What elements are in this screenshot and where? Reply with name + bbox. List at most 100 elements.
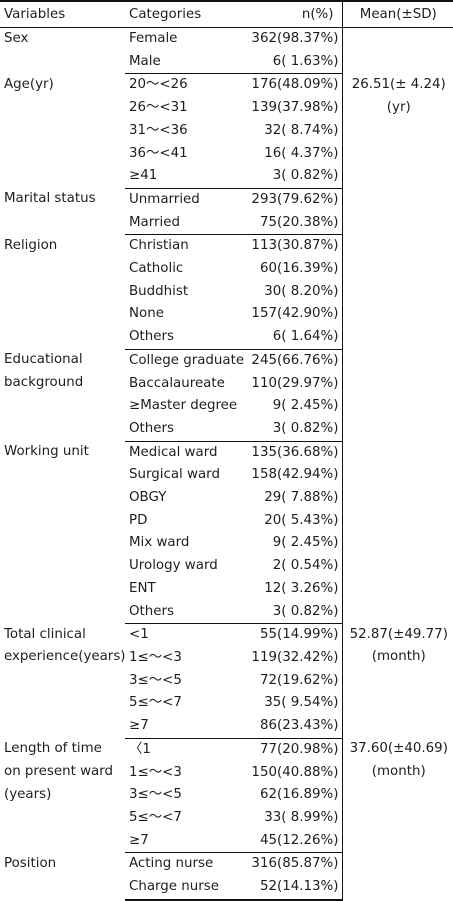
count-percent-cell: 6( 1.63%) [246, 50, 342, 75]
table-row: Working unit Medical ward 135(36.68%) [0, 441, 453, 624]
variable-label: Age(yr) [4, 76, 54, 92]
table-row: ≥7 86(23.43%) [0, 715, 453, 739]
table-row: Age(yr) 20～<26 176(48.09%) 26.51(± 4.24) (yr… [0, 73, 453, 189]
variable-cell: Age(yr) [0, 74, 125, 189]
count-percent-cell: 72(19.62%) [259, 672, 339, 688]
variable-label: Sex [4, 31, 29, 46]
variable-label: Position [4, 855, 57, 871]
count-percent-cell: 119(32.42%) [251, 649, 339, 665]
category-cell: 3≤～<5 [129, 787, 182, 803]
count-percent-cell: 135(36.68%) [251, 444, 339, 460]
variable-label: Total clinical [4, 626, 86, 642]
table-row: ≥41 3( 0.82%) [0, 165, 453, 189]
table-row: 5≤～<7 35( 9.54%) [0, 692, 453, 715]
category-cell: 3≤～<5 [129, 672, 182, 688]
count-percent-cell: 245(66.76%) [251, 352, 339, 368]
category-cell: <1 [129, 627, 149, 643]
variable-cell: Total clinical experience(years) [0, 624, 126, 739]
table-row: Surgical ward 158(42.94%) [0, 464, 453, 487]
count-percent-cell: 176(48.09%) [251, 77, 339, 93]
category-cell: Catholic [129, 261, 184, 277]
category-cell: College graduate [129, 352, 245, 368]
variable-cell: Educational background [0, 349, 125, 441]
variable-cell: Religion [0, 235, 125, 350]
mean-sd-value: 52.87(±49.77) [349, 626, 448, 642]
variable-cell: Length of time on present ward (years) [0, 738, 125, 853]
count-percent-cell: 52(14.13%) [246, 876, 342, 901]
table-body: Sex Female 362(98.37%) Male 6( 1.63%) Age(yr)… [0, 27, 453, 901]
table-row: ENT 12( 3.26%) [0, 578, 453, 601]
table-row: 3≤～<5 62(16.89%) [0, 784, 453, 807]
variable-label: Length of time [4, 741, 102, 757]
variable-label: experience(years) [4, 649, 126, 665]
category-cell: 26～<31 [129, 100, 188, 116]
count-percent-cell: 30( 8.20%) [264, 283, 339, 299]
category-cell: Married [125, 211, 246, 236]
count-percent-cell: 110(29.97%) [251, 375, 339, 391]
count-percent-cell: 20( 5.43%) [264, 512, 339, 528]
table-row: 36～<41 16( 4.37%) [0, 143, 453, 166]
variable-label: Religion [4, 237, 58, 253]
mean-sd-value: 37.60(±40.69) [349, 741, 448, 757]
table-row: Educational background College graduate 245… [0, 349, 453, 442]
category-cell: 〈1 [129, 741, 151, 757]
category-cell: 36～<41 [129, 145, 188, 161]
variable-label: Educational [4, 352, 83, 368]
category-cell: Baccalaureate [129, 375, 225, 391]
category-cell: Medical ward [129, 444, 218, 460]
table-row: Baccalaureate 110(29.97%) [0, 373, 453, 396]
category-cell: Charge nurse [125, 876, 246, 901]
count-percent-cell: 62(16.89%) [259, 787, 339, 803]
table-row: Others 3( 0.82%) [0, 600, 453, 625]
variable-cell: Position [0, 853, 125, 900]
table-header: Variables Categories n(%) Mean(±SD) [0, 0, 453, 28]
mean-sd-cell [341, 441, 453, 624]
category-cell: ≥41 [125, 165, 246, 189]
count-percent-cell: 9( 2.45%) [272, 535, 339, 551]
category-cell: 1≤～<3 [129, 764, 182, 780]
table-row: Mix ward 9( 2.45%) [0, 532, 453, 555]
table-row: Male 6( 1.63%) [0, 50, 453, 75]
count-percent-cell: 16( 4.37%) [264, 145, 339, 161]
count-percent-cell: 55(14.99%) [259, 627, 339, 643]
table-row: 1≤～<3 119(32.42%) [0, 647, 453, 670]
category-cell: PD [129, 512, 148, 528]
count-percent-cell: 60(16.39%) [259, 261, 339, 277]
category-cell: ≥7 [125, 715, 246, 739]
table-row: Others 6( 1.64%) [0, 326, 453, 350]
count-percent-cell: 77(20.98%) [259, 741, 339, 757]
variable-label: Working unit [4, 444, 89, 460]
count-percent-cell: 29( 7.88%) [264, 490, 339, 506]
mean-sd-cell: 37.60(±40.69) (month) [341, 738, 453, 853]
table-row: 31～<36 32( 8.74%) [0, 120, 453, 143]
category-cell: Unmarried [129, 191, 200, 207]
header-n-percent: n(%) [246, 0, 342, 28]
table-row: Others 3( 0.82%) [0, 417, 453, 442]
category-cell: 31～<36 [129, 122, 188, 138]
count-percent-cell: 35( 9.54%) [264, 695, 339, 711]
count-percent-cell: 33( 8.99%) [264, 809, 339, 825]
table-row: 3≤～<5 72(19.62%) [0, 670, 453, 693]
category-cell: 5≤～<7 [129, 809, 182, 825]
mean-sd-value: (yr) [386, 99, 411, 115]
mean-sd-value: (month) [371, 649, 426, 665]
count-percent-cell: 293(79.62%) [251, 191, 339, 207]
category-cell: Male [125, 50, 246, 75]
table-row: Total clinical experience(years) <1 55(14.9… [0, 623, 453, 739]
count-percent-cell: 139(37.98%) [251, 100, 339, 116]
count-percent-cell: 45(12.26%) [246, 829, 342, 854]
table-row: Married 75(20.38%) [0, 211, 453, 236]
mean-sd-cell [341, 27, 453, 74]
mean-sd-cell [341, 234, 453, 350]
header-categories: Categories [125, 0, 246, 28]
count-percent-cell: 3( 0.82%) [246, 165, 342, 189]
variable-label: (years) [4, 786, 52, 802]
table-row: Position Acting nurse 316(85.87%) [0, 852, 453, 900]
table-row: Buddhist 30( 8.20%) [0, 281, 453, 304]
table-row: Catholic 60(16.39%) [0, 258, 453, 281]
count-percent-cell: 316(85.87%) [251, 856, 339, 872]
category-cell: OBGY [129, 490, 167, 506]
table-row: ≥7 45(12.26%) [0, 829, 453, 854]
variable-cell: Sex [0, 28, 125, 74]
